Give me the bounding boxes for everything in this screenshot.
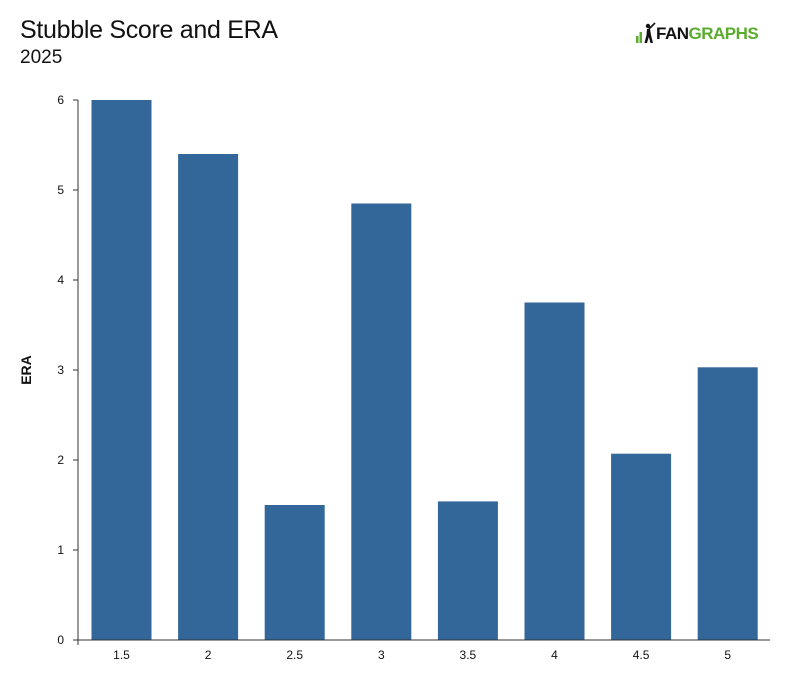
logo-text-graphs: GRAPHS [688,23,759,43]
chart-title: Stubble Score and ERA [20,16,278,44]
y-tick-label: 0 [57,633,64,647]
y-axis-label: ERA [18,355,34,385]
y-tick-label: 1 [57,543,64,557]
x-tick-label: 4 [551,648,558,662]
fangraphs-logo: FAN GRAPHS [636,22,759,44]
bar-4.5 [611,453,672,640]
x-tick-label: 2 [205,648,212,662]
x-ticks-group: 1.5 2 2.5 3 3.5 4 4.5 5 [113,648,731,662]
x-tick-label: 2.5 [286,648,303,662]
y-tick-label: 3 [57,363,64,377]
y-ticks-group: 0 1 2 3 4 5 6 [57,93,78,647]
bar-4 [524,302,585,640]
fangraphs-batter-icon [636,22,656,43]
x-tick-label: 1.5 [113,648,130,662]
y-tick-label: 6 [57,93,64,107]
x-tick-label: 3.5 [460,648,477,662]
chart-subtitle: 2025 [20,47,63,68]
bar-3 [351,203,412,640]
bar-3.5 [437,501,498,640]
x-tick-label: 3 [378,648,385,662]
y-tick-label: 2 [57,453,64,467]
bars-group [91,100,758,640]
bar-5 [697,367,758,640]
y-tick-label: 4 [57,273,64,287]
x-tick-label: 4.5 [633,648,650,662]
x-tick-label: 5 [724,648,731,662]
bar-2.5 [264,505,325,640]
bar-2 [178,154,239,640]
bar-1.5 [91,100,152,640]
logo-text-fan: FAN [656,23,689,43]
y-tick-label: 5 [57,183,64,197]
